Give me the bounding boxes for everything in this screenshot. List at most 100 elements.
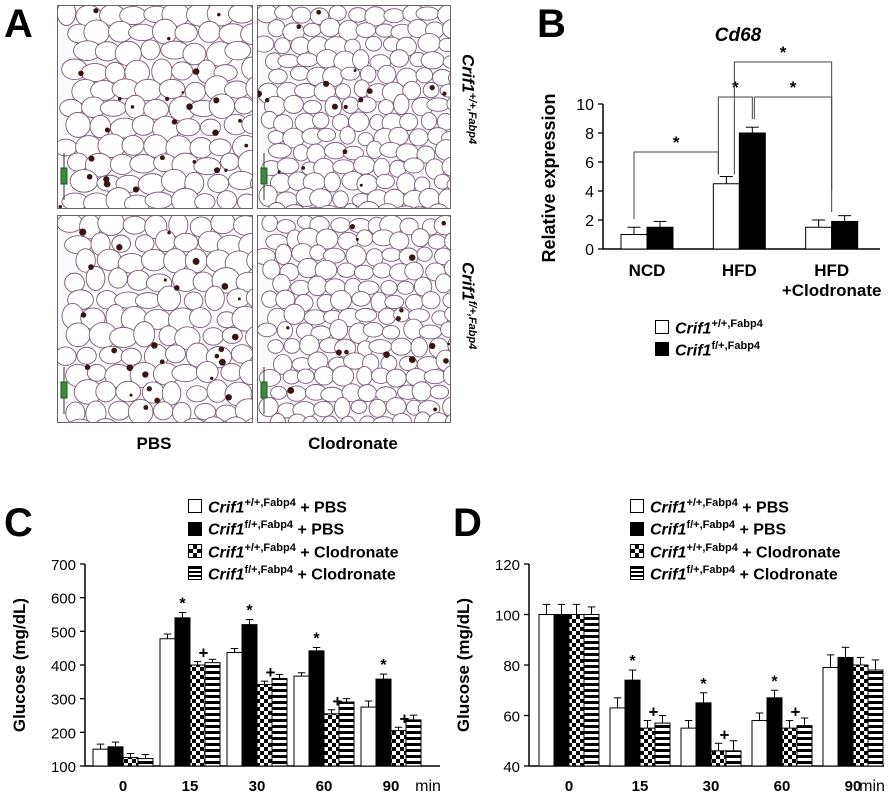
- adipocyte: [85, 265, 106, 291]
- gene-name: Crif1: [458, 54, 478, 93]
- stained-cell: [277, 170, 281, 174]
- adipocyte: [418, 324, 443, 340]
- treatment-label: + PBS: [295, 499, 347, 517]
- significance-mark: +: [720, 725, 730, 744]
- gene-name: Crif1: [208, 543, 245, 561]
- adipocyte: [121, 135, 145, 156]
- adipocyte: [408, 128, 429, 147]
- adipocyte: [420, 112, 438, 131]
- bar: [107, 746, 124, 767]
- stained-cell: [132, 186, 140, 193]
- bar: [781, 727, 798, 767]
- adipocyte: [225, 416, 247, 422]
- adipocyte: [246, 250, 252, 271]
- significance-mark: *: [771, 673, 778, 690]
- row-label-wt: Crif1+/+,Fabp4: [457, 54, 478, 144]
- adipocyte: [99, 345, 125, 365]
- significance-bracket: [633, 151, 719, 220]
- treatment-label: + Clodronate: [293, 566, 396, 584]
- adipocyte: [444, 259, 450, 277]
- adipocyte: [283, 303, 306, 325]
- adipocyte: [309, 188, 333, 208]
- adipocyte: [241, 114, 252, 135]
- adipocyte: [296, 52, 319, 68]
- adipocyte: [420, 51, 445, 70]
- adipocyte: [413, 206, 427, 208]
- adipocyte: [435, 273, 450, 294]
- treatment-label: + Clodronate: [735, 566, 838, 584]
- significance-mark: *: [732, 78, 739, 97]
- adipocyte: [85, 400, 107, 422]
- stained-cell: [174, 285, 180, 291]
- stained-cell: [301, 166, 306, 170]
- y-tick-label: 700: [51, 557, 76, 574]
- x-tick-label: 15: [632, 778, 649, 795]
- adipocyte: [250, 389, 252, 400]
- y-tick-label: 10: [576, 97, 594, 114]
- legend-item: Crif1f/+,Fabp4 + Clodronate: [630, 564, 841, 584]
- adipocyte: [403, 157, 425, 174]
- col-label-pbs: PBS: [136, 434, 172, 453]
- significance-mark: +: [199, 644, 209, 663]
- adipocyte: [319, 205, 338, 208]
- adipocyte: [446, 179, 450, 190]
- stained-cell: [238, 118, 242, 123]
- adipocyte: [127, 398, 154, 422]
- adipocyte: [161, 381, 182, 406]
- scale-marker: [260, 381, 268, 399]
- adipocyte: [234, 398, 252, 422]
- adipocyte: [444, 232, 450, 251]
- adipocyte: [440, 321, 450, 338]
- adipocyte: [433, 173, 450, 190]
- x-tick-label: NCD: [629, 261, 666, 280]
- stained-cell: [86, 173, 93, 180]
- adipocyte: [221, 326, 243, 344]
- legend-item: Crif1+/+,Fabp4 + Clodronate: [188, 542, 399, 562]
- adipocyte: [444, 306, 450, 322]
- adipocyte: [234, 96, 252, 115]
- adipocyte: [383, 8, 405, 24]
- stained-cell: [442, 91, 447, 96]
- adipocyte: [245, 76, 252, 99]
- adipocyte: [357, 201, 380, 208]
- adipocyte: [76, 346, 97, 365]
- panel-letter-b: B: [537, 2, 566, 46]
- bar: [375, 678, 392, 767]
- adipocyte: [353, 264, 375, 281]
- bar: [796, 725, 813, 767]
- bar: [159, 638, 176, 767]
- adipocyte: [335, 83, 352, 100]
- chart-title: Cd68: [715, 25, 762, 46]
- adipocyte: [410, 337, 428, 358]
- stained-cell: [433, 407, 438, 412]
- adipocyte: [332, 190, 349, 208]
- adipocyte: [441, 156, 450, 177]
- adipocyte: [348, 111, 370, 132]
- adipocyte: [423, 369, 447, 385]
- bar: [256, 684, 273, 767]
- adipocyte: [348, 7, 368, 23]
- legend-swatch: [630, 499, 644, 514]
- adipocyte: [438, 37, 450, 53]
- significance-mark: *: [629, 653, 636, 670]
- adipocyte: [328, 6, 347, 22]
- adipocyte: [238, 359, 252, 386]
- adipocyte: [158, 78, 186, 99]
- adipocyte: [274, 37, 291, 55]
- adipocyte: [267, 339, 284, 354]
- stained-cell: [212, 129, 219, 136]
- bar: [553, 614, 570, 767]
- adipocyte: [208, 93, 236, 119]
- stained-cell: [218, 358, 226, 366]
- adipocyte: [99, 99, 127, 117]
- treatment-label: + Clodronate: [737, 543, 841, 561]
- stained-cell: [171, 119, 178, 125]
- stained-cell: [151, 342, 158, 349]
- adipocyte: [96, 418, 116, 422]
- significance-mark: +: [649, 703, 659, 722]
- significance-bracket: [753, 96, 833, 212]
- adipocyte: [273, 114, 294, 134]
- adipocyte: [155, 229, 176, 253]
- adipocyte: [276, 321, 293, 340]
- adipocyte: [426, 97, 450, 112]
